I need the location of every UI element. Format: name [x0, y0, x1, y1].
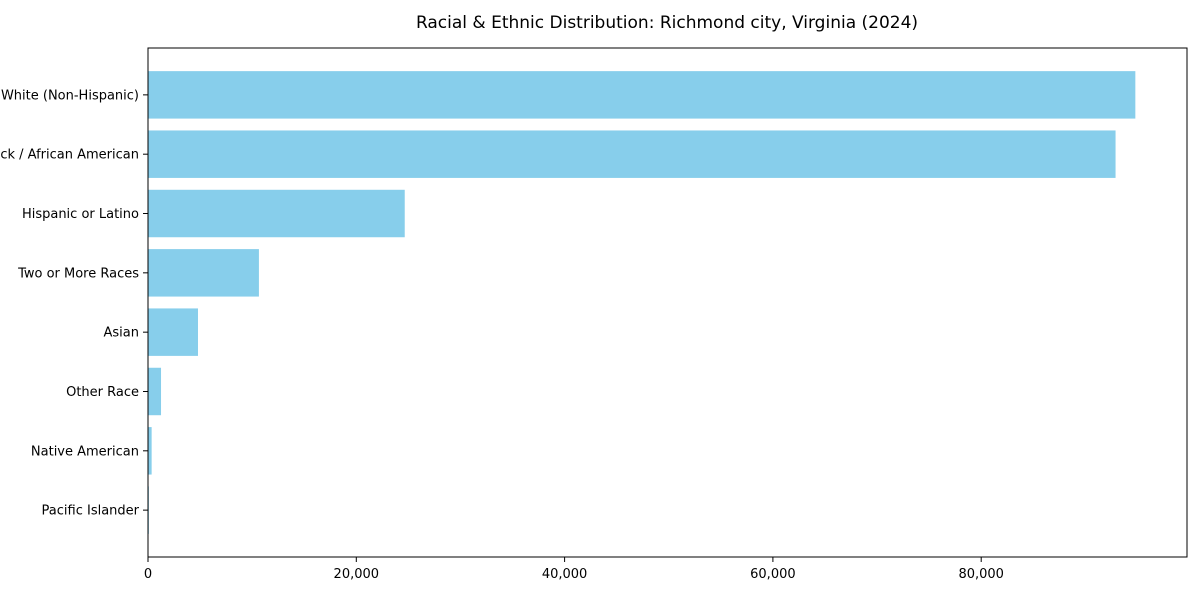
y-tick-label: Black / African American: [0, 148, 139, 163]
y-tick-label: Other Race: [66, 385, 139, 400]
axes-layer: White (Non-Hispanic) Black / African Amer…: [0, 88, 1004, 582]
bar: [148, 189, 405, 238]
y-tick-label: Two or More Races: [17, 266, 139, 281]
bar: [148, 308, 198, 356]
chart-title: Racial & Ethnic Distribution: Richmond c…: [416, 13, 918, 33]
y-tick-label: Pacific Islander: [42, 504, 140, 519]
y-tick-label: Hispanic or Latino: [22, 207, 139, 222]
x-tick-label: 80,000: [958, 567, 1004, 582]
bar: [148, 427, 152, 475]
bar: [148, 71, 1136, 119]
y-tick-label: White (Non-Hispanic): [1, 88, 139, 103]
plot-frame: [147, 47, 1188, 558]
x-tick-label: 20,000: [334, 567, 380, 582]
x-tick-label: 60,000: [750, 567, 796, 582]
bar: [148, 249, 259, 297]
bar: [148, 367, 162, 416]
y-tick-label: Native American: [31, 444, 139, 459]
x-tick-label: 40,000: [542, 567, 588, 582]
x-tick-label: 0: [144, 567, 152, 582]
bar: [148, 130, 1116, 178]
y-tick-label: Asian: [104, 326, 139, 341]
bars-layer: [148, 71, 1136, 534]
